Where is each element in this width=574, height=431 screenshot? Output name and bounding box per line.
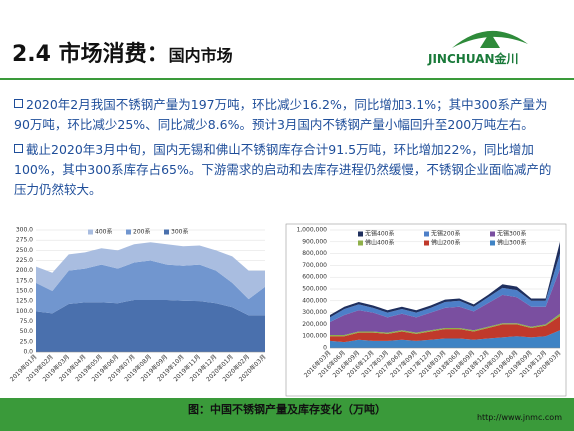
legend-swatch	[358, 240, 363, 246]
y-tick-label: 1,000,000	[296, 227, 327, 234]
legend-label: 佛山300系	[497, 239, 526, 247]
y-tick-label: 200,000	[302, 321, 327, 328]
footer: 图：中国不锈钢产量及库存变化（万吨） http://www.jnmc.com	[0, 398, 574, 431]
y-tick-label: 275.0	[16, 237, 33, 244]
y-tick-label: 300,000	[302, 309, 327, 316]
chart-frame	[285, 223, 567, 397]
paragraph: 2020年2月我国不锈钢产量为197万吨，环比减少16.2%，同比增加3.1%；…	[14, 95, 562, 135]
area	[330, 268, 560, 336]
y-tick-label: 0	[323, 345, 327, 352]
slide-title: 2.4 市场消费：国内市场	[12, 36, 233, 68]
y-tick-label: 150.0	[16, 288, 33, 295]
y-tick-label: 300.0	[16, 227, 33, 234]
legend-swatch	[424, 231, 429, 237]
legend-label: 无锡400系	[365, 230, 394, 238]
y-tick-label: 250.0	[16, 247, 33, 254]
area	[36, 242, 265, 300]
logo: JINCHUAN金川	[428, 52, 519, 66]
y-tick-label: 700,000	[302, 262, 327, 269]
area	[36, 260, 265, 316]
y-tick-label: 225.0	[16, 257, 33, 264]
legend-label: 200系	[133, 228, 150, 236]
title: 2.4 市场消费：	[12, 42, 169, 67]
area	[36, 299, 265, 352]
divider	[0, 78, 574, 80]
charts: 0.0 25.0 50.0 75.0 100.0 125.0 150.0 175.0 200.0…	[8, 223, 567, 397]
y-tick-label: 500,000	[302, 286, 327, 293]
legend-label: 无锡200系	[431, 230, 460, 238]
y-tick-label: 100.0	[16, 308, 33, 315]
y-tick-label: 125.0	[16, 298, 33, 305]
legend-swatch	[490, 240, 495, 246]
y-tick-label: 900,000	[302, 238, 327, 245]
subtitle: 国内市场	[168, 46, 233, 65]
logo-mark	[452, 30, 528, 48]
legend-label: 佛山400系	[365, 239, 394, 247]
legend-swatch	[358, 231, 363, 237]
legend-label: 无锡300系	[497, 230, 526, 238]
legend-label: 300系	[171, 228, 188, 236]
y-tick-label: 50.0	[20, 328, 34, 335]
caption: 图：中国不锈钢产量及库存变化（万吨）	[188, 403, 386, 416]
y-tick-label: 175.0	[16, 277, 33, 284]
y-tick-label: 25.0	[20, 338, 34, 345]
legend-swatch	[424, 240, 429, 246]
y-tick-label: 0.0	[23, 349, 33, 356]
y-tick-label: 200.0	[16, 267, 33, 274]
legend-label: 400系	[95, 228, 112, 236]
legend-swatch	[88, 229, 93, 235]
legend-label: 佛山200系	[431, 239, 460, 247]
y-tick-label: 100,000	[302, 333, 327, 340]
paragraph-text: 截止2020年3月中旬，国内无锡和佛山不锈钢库存合计91.5万吨，环比增加22%…	[14, 142, 552, 197]
y-tick-label: 75.0	[20, 318, 34, 325]
paragraph: 截止2020年3月中旬，国内无锡和佛山不锈钢库存合计91.5万吨，环比增加22%…	[14, 140, 562, 200]
legend-swatch	[490, 231, 495, 237]
y-tick-label: 400,000	[302, 297, 327, 304]
legend-swatch	[164, 229, 169, 235]
paragraph-text: 2020年2月我国不锈钢产量为197万吨，环比减少16.2%，同比增加3.1%；…	[14, 97, 548, 132]
url: http://www.jnmc.com	[476, 413, 562, 422]
y-tick-label: 800,000	[302, 250, 327, 257]
legend-swatch	[126, 229, 131, 235]
area	[330, 330, 560, 348]
y-tick-label: 600,000	[302, 274, 327, 281]
area	[330, 313, 560, 337]
